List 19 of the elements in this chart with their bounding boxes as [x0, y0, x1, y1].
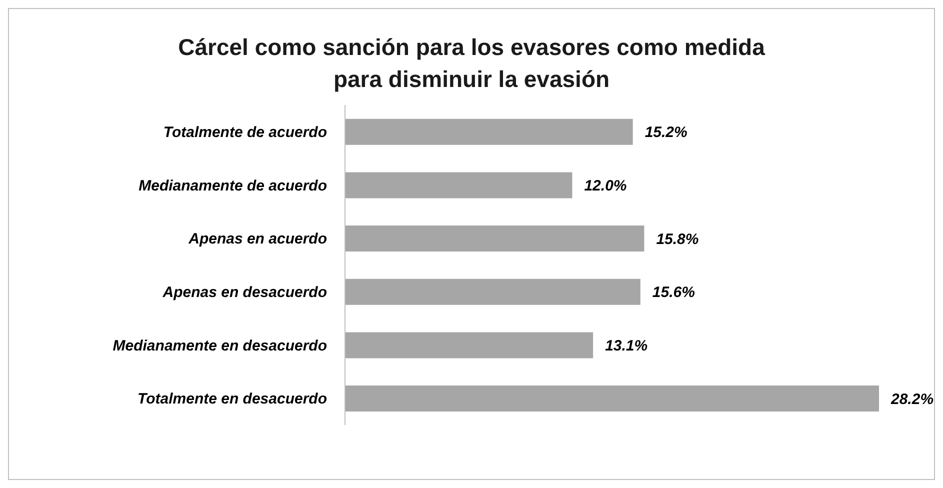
bar — [345, 118, 633, 145]
bar — [345, 172, 572, 198]
data-label: 28.2% — [890, 390, 934, 408]
bar — [345, 278, 640, 305]
y-tick-label: Totalmente de acuerdo — [163, 124, 327, 141]
y-tick-label: Apenas en desacuerdo — [162, 284, 327, 301]
data-label: 15.8% — [656, 230, 699, 248]
y-tick-label: Medianamente en desacuerdo — [112, 337, 327, 354]
bar — [345, 226, 644, 252]
data-label: 12.0% — [584, 178, 627, 195]
y-tick-label: Apenas en acuerdo — [188, 230, 327, 248]
bar — [345, 332, 594, 358]
y-tick-label: Medianamente de acuerdo — [138, 177, 327, 194]
data-label: 13.1% — [605, 338, 648, 355]
chart-title: Cárcel como sanción para los evasores como medida para disminuir la evasión — [177, 33, 766, 94]
data-label: 15.6% — [652, 284, 695, 302]
y-tick-label: Totalmente en desacuerdo — [138, 390, 327, 408]
data-label: 15.2% — [644, 124, 688, 142]
bar — [345, 386, 879, 412]
